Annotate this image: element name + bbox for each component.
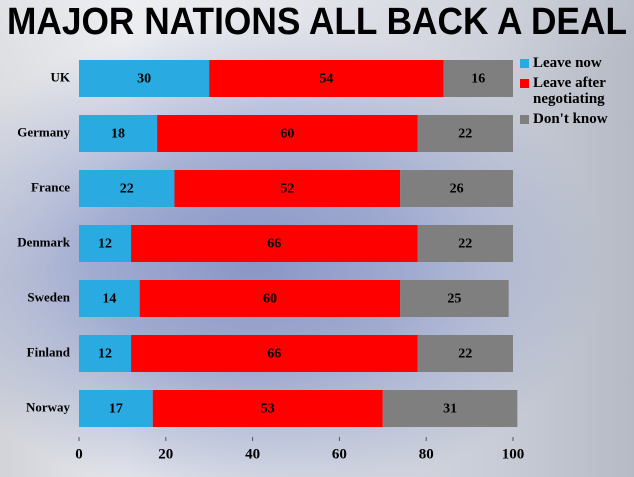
bar-segment <box>79 225 132 262</box>
value-label: 52 <box>280 182 294 197</box>
legend-label: Don't know <box>533 111 608 127</box>
legend-item: Leave after negotiating <box>520 75 632 107</box>
value-label: 12 <box>98 237 112 252</box>
value-label: 53 <box>261 402 275 417</box>
value-label: 54 <box>319 72 333 87</box>
bar-segment <box>79 115 158 152</box>
value-label: 26 <box>450 182 464 197</box>
x-tick-label: 40 <box>245 446 260 462</box>
bar-segment <box>417 225 513 262</box>
legend: Leave now Leave after negotiating Don't kn… <box>520 55 632 131</box>
x-tick-label: 20 <box>158 446 173 462</box>
x-tick-label: 0 <box>75 446 83 462</box>
category-label: Germany <box>17 124 70 139</box>
bar-segment <box>79 170 175 207</box>
bar-segment <box>152 390 383 427</box>
bar-segment <box>157 115 418 152</box>
bar-segment <box>417 115 513 152</box>
bar-segment <box>382 390 518 427</box>
bar-segment <box>417 335 513 372</box>
value-label: 22 <box>120 182 134 197</box>
x-tick-label: 80 <box>419 446 434 462</box>
value-label: 66 <box>267 237 281 252</box>
value-label: 17 <box>109 402 123 417</box>
value-label: 16 <box>471 72 485 87</box>
value-label: 25 <box>447 292 461 307</box>
value-label: 30 <box>137 72 151 87</box>
legend-swatch <box>520 115 529 124</box>
legend-label: Leave now <box>533 55 602 71</box>
bar-segment <box>131 335 418 372</box>
x-tick-label: 100 <box>502 446 525 462</box>
category-label: Norway <box>26 399 71 414</box>
value-label: 18 <box>111 127 125 142</box>
bar-segment <box>79 335 132 372</box>
bar-segment <box>400 170 513 207</box>
legend-swatch <box>520 79 529 88</box>
legend-swatch <box>520 59 529 68</box>
bar-segment <box>443 60 513 97</box>
x-tick-label: 60 <box>332 446 347 462</box>
chart-title: MAJOR NATIONS ALL BACK A DEAL <box>7 1 627 43</box>
bar-segment <box>131 225 418 262</box>
category-label: France <box>31 179 70 194</box>
value-label: 60 <box>263 292 277 307</box>
value-label: 22 <box>458 347 472 362</box>
bar-segment <box>79 60 210 97</box>
bar-segment <box>79 390 153 427</box>
category-label: Finland <box>27 344 71 359</box>
value-label: 22 <box>458 127 472 142</box>
value-label: 14 <box>102 292 116 307</box>
legend-label: Leave after negotiating <box>533 75 606 107</box>
value-label: 12 <box>98 347 112 362</box>
value-label: 22 <box>458 237 472 252</box>
value-label: 31 <box>443 402 457 417</box>
bar-segment <box>209 60 444 97</box>
legend-item: Leave now <box>520 55 632 71</box>
bar-segment <box>139 280 401 317</box>
bar-segment <box>174 170 401 207</box>
legend-item: Don't know <box>520 111 632 127</box>
category-label: UK <box>51 69 71 84</box>
bar-segment <box>79 280 140 317</box>
value-label: 66 <box>267 347 281 362</box>
value-label: 60 <box>280 127 294 142</box>
category-label: Sweden <box>27 289 70 304</box>
bar-segment <box>400 280 509 317</box>
category-label: Denmark <box>17 234 70 249</box>
